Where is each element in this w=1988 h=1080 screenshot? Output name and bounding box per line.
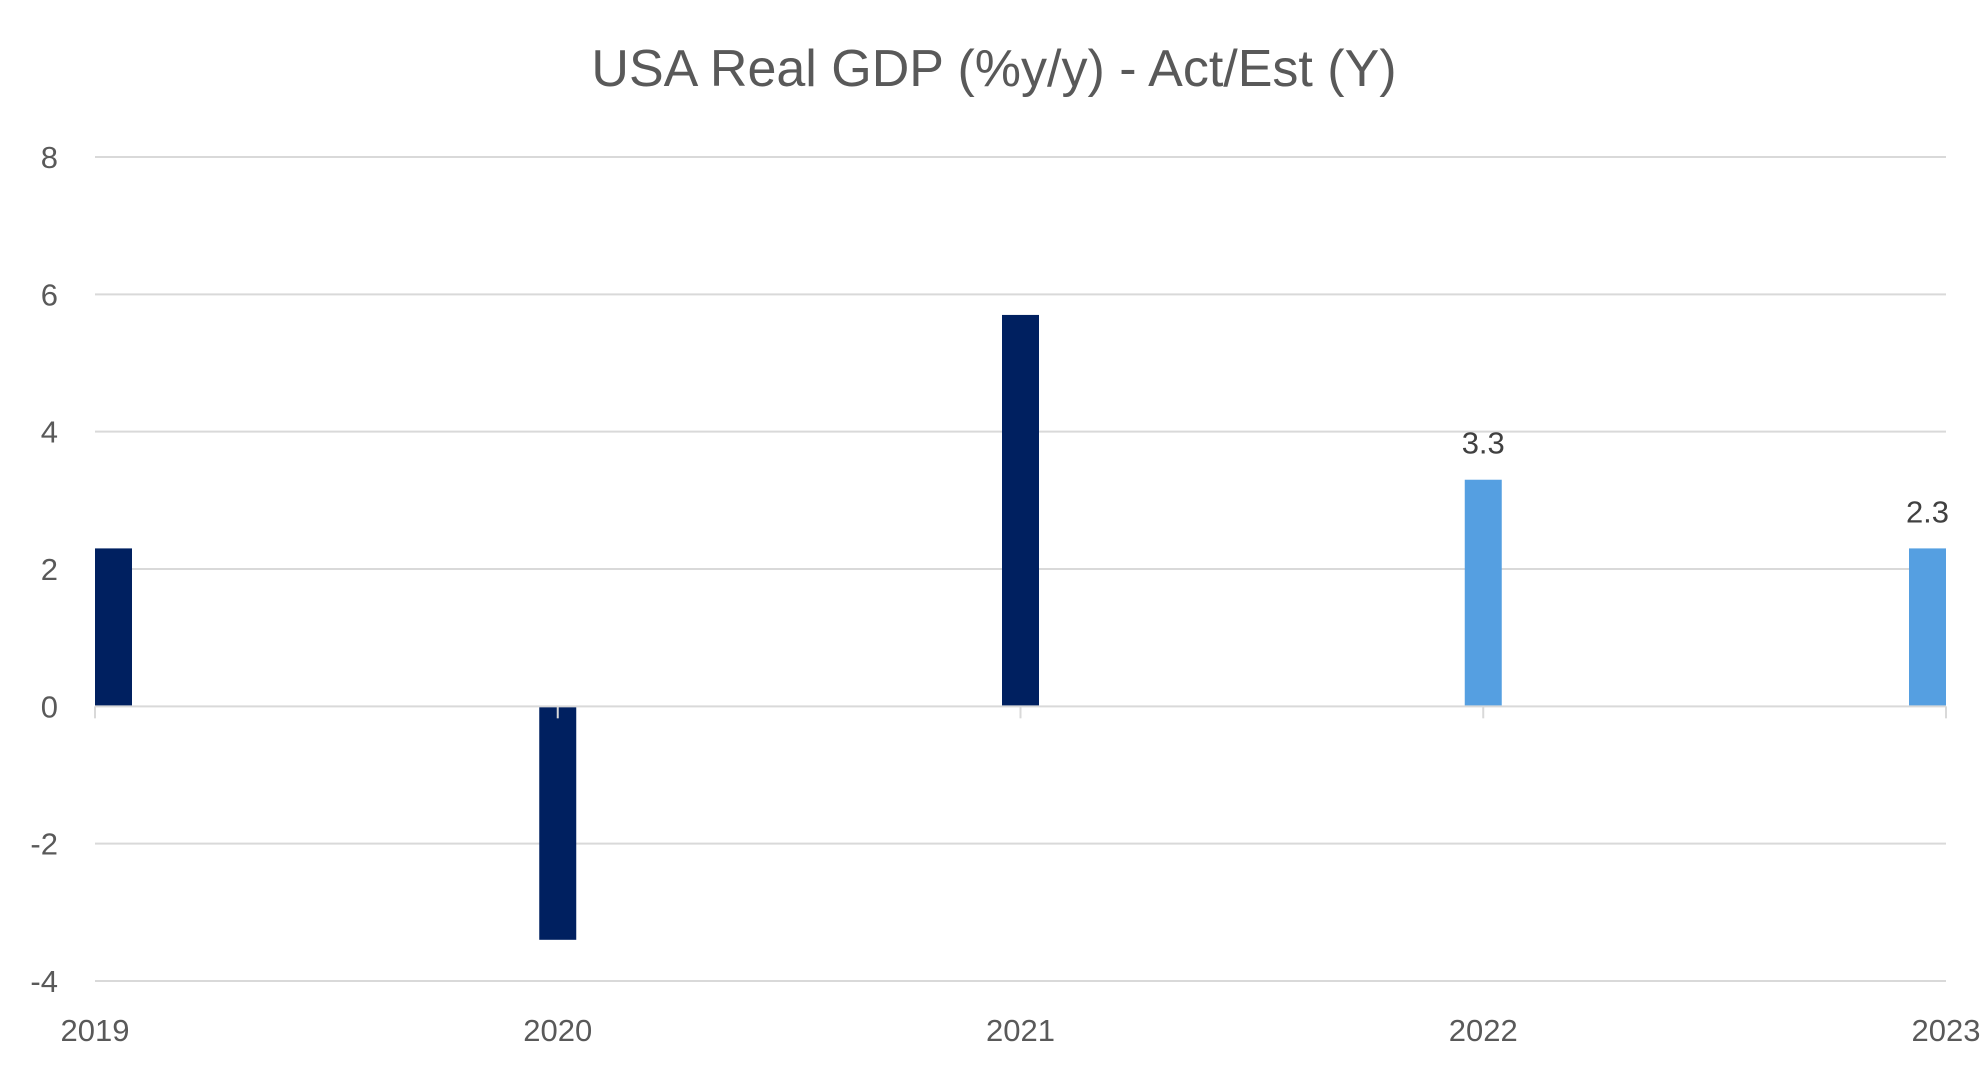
bar-2021 (1002, 314, 1039, 707)
x-tick-label-2019: 2019 (61, 1013, 130, 1048)
bar-2020 (539, 706, 577, 940)
x-tick-label-2022: 2022 (1449, 1013, 1518, 1048)
bar-2023 (1909, 548, 1946, 707)
x-tick-label-2023: 2023 (1912, 1013, 1981, 1048)
x-tick-label-2020: 2020 (523, 1013, 592, 1048)
bar-2019 (95, 548, 132, 707)
data-label-2022: 3.3 (1462, 426, 1505, 461)
x-tick-label-2021: 2021 (986, 1013, 1055, 1048)
y-tick-label: 8 (41, 140, 58, 175)
y-tick-label: 6 (41, 277, 58, 312)
x-axis-tick-labels: 2019 2020 2021 2022 2023 (61, 1013, 1981, 1048)
y-axis-tick-labels: -4 -2 0 2 4 6 8 (30, 140, 58, 999)
y-tick-label: -2 (30, 827, 58, 862)
y-tick-label: 2 (41, 552, 58, 587)
chart-title: USA Real GDP (%y/y) - Act/Est (Y) (591, 40, 1396, 98)
bars (95, 314, 1946, 940)
x-axis (94, 705, 1947, 719)
data-labels: 3.3 2.3 (1462, 426, 1949, 530)
y-tick-label: -4 (30, 964, 58, 999)
y-tick-label: 0 (41, 689, 58, 724)
bar-2022 (1464, 479, 1502, 707)
data-label-2023: 2.3 (1906, 494, 1949, 529)
y-tick-label: 4 (41, 415, 58, 450)
